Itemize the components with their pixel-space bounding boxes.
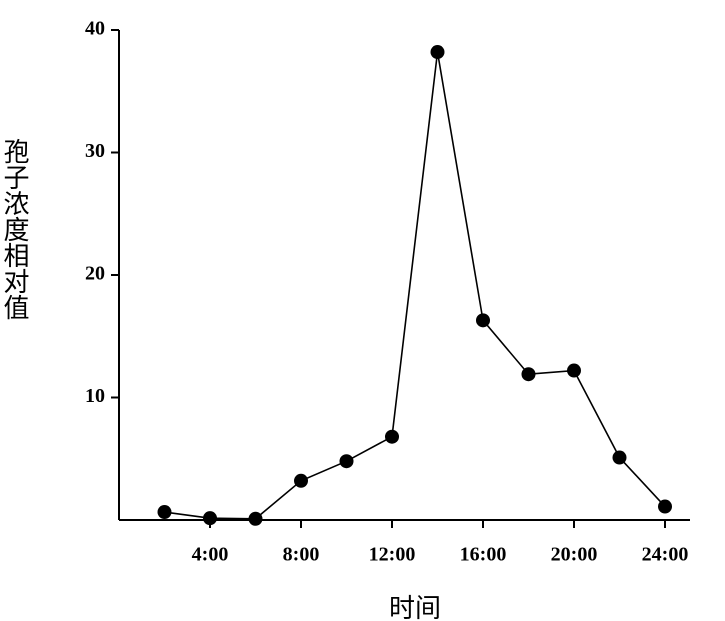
data-point [521, 367, 536, 382]
y-axis-label: 孢子浓度相对值 [0, 138, 29, 320]
data-point [294, 473, 308, 488]
y-tick-label: 10 [85, 385, 105, 407]
x-tick-label: 4:00 [192, 544, 229, 566]
y-tick-label: 30 [85, 140, 105, 162]
x-tick-label: 16:00 [460, 544, 507, 566]
x-axis-label: 时间 [388, 594, 441, 621]
data-point [567, 363, 581, 378]
data-line [164, 51, 666, 520]
data-point [612, 450, 627, 465]
y-tick-label: 20 [85, 263, 105, 285]
data-point [248, 511, 263, 526]
data-point [385, 429, 399, 444]
x-tick-label: 12:00 [369, 544, 416, 566]
data-point [157, 505, 172, 520]
data-point [658, 499, 672, 514]
x-tick-label: 20:00 [551, 544, 598, 566]
x-tick-label: 8:00 [283, 544, 320, 566]
data-point [203, 511, 217, 526]
x-tick-label: 24:00 [642, 544, 689, 566]
data-point [430, 45, 445, 60]
y-tick-label: 40 [85, 18, 105, 40]
data-point [476, 313, 490, 328]
data-point [339, 454, 354, 469]
